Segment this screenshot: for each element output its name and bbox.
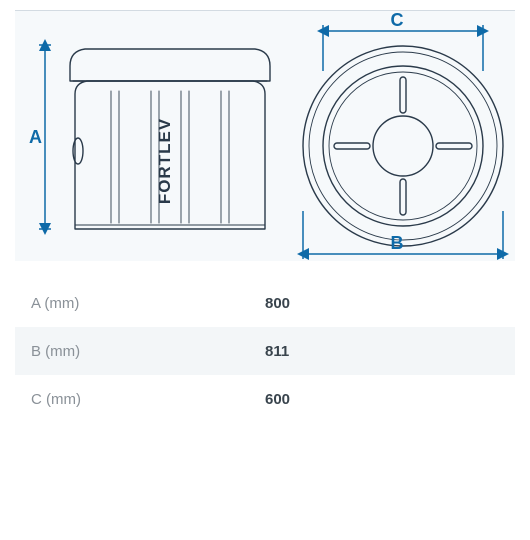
drawing-svg: A FORTLEV	[15, 11, 515, 261]
technical-drawing: A FORTLEV	[15, 10, 515, 261]
dim-label: A (mm)	[31, 295, 265, 312]
dim-value: 811	[265, 343, 499, 360]
dim-letter-C: C	[391, 11, 404, 30]
table-row: A (mm) 800	[15, 279, 515, 327]
spec-panel: A FORTLEV	[15, 10, 515, 423]
dimensions-table: A (mm) 800 B (mm) 811 C (mm) 600	[15, 279, 515, 423]
table-row: C (mm) 600	[15, 375, 515, 423]
dim-letter-A: A	[29, 127, 42, 147]
dim-letter-B: B	[391, 233, 404, 253]
dim-value: 600	[265, 391, 499, 408]
table-row: B (mm) 811	[15, 327, 515, 375]
dim-label: B (mm)	[31, 343, 265, 360]
dim-value: 800	[265, 295, 499, 312]
dim-label: C (mm)	[31, 391, 265, 408]
top-view	[303, 46, 503, 246]
brand-text: FORTLEV	[155, 118, 174, 204]
